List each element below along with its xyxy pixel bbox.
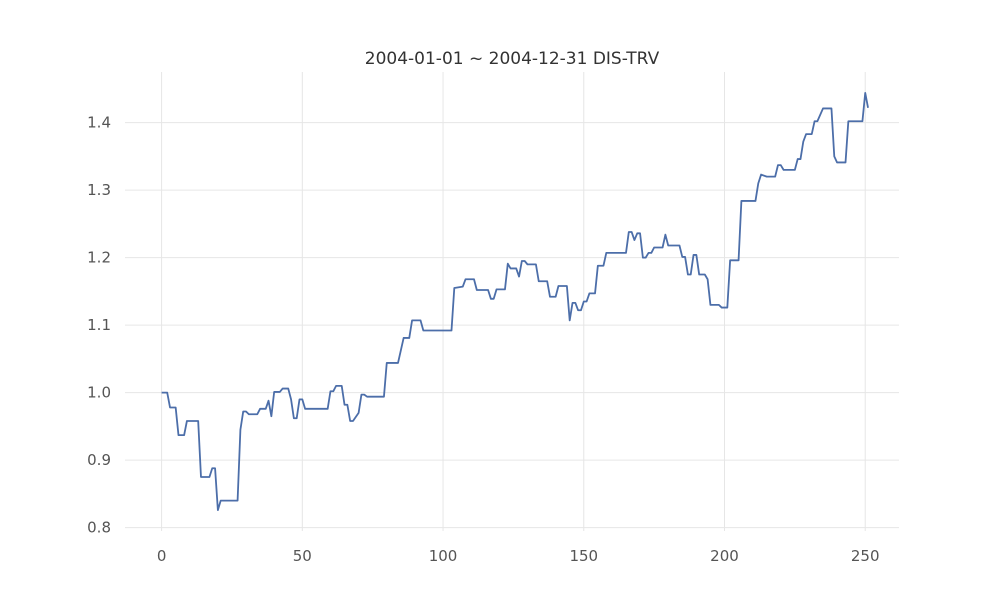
x-tick-label: 0 — [157, 547, 167, 565]
series-line — [161, 92, 869, 511]
y-tick-label: 0.8 — [87, 519, 111, 537]
x-tick-label: 150 — [569, 547, 598, 565]
x-axis-ticks: 0 50 100 150 200 250 — [157, 547, 880, 565]
x-tick-label: 200 — [710, 547, 739, 565]
series-layer — [161, 92, 869, 511]
y-tick-label: 1.2 — [87, 249, 111, 267]
y-tick-label: 1.4 — [87, 114, 111, 132]
x-tick-label: 100 — [429, 547, 458, 565]
chart-title: 2004-01-01 ~ 2004-12-31 DIS-TRV — [365, 49, 660, 69]
y-tick-label: 1.1 — [87, 316, 111, 334]
y-gridlines — [125, 122, 899, 529]
x-tick-label: 250 — [851, 547, 880, 565]
x-tick-label: 50 — [293, 547, 312, 565]
y-tick-label: 1.3 — [87, 181, 111, 199]
y-tick-label: 1.0 — [87, 384, 111, 402]
y-tick-label: 0.9 — [87, 451, 111, 469]
y-axis-ticks: 0.8 0.9 1.0 1.1 1.2 1.3 1.4 — [87, 114, 111, 537]
x-gridlines — [161, 72, 866, 531]
